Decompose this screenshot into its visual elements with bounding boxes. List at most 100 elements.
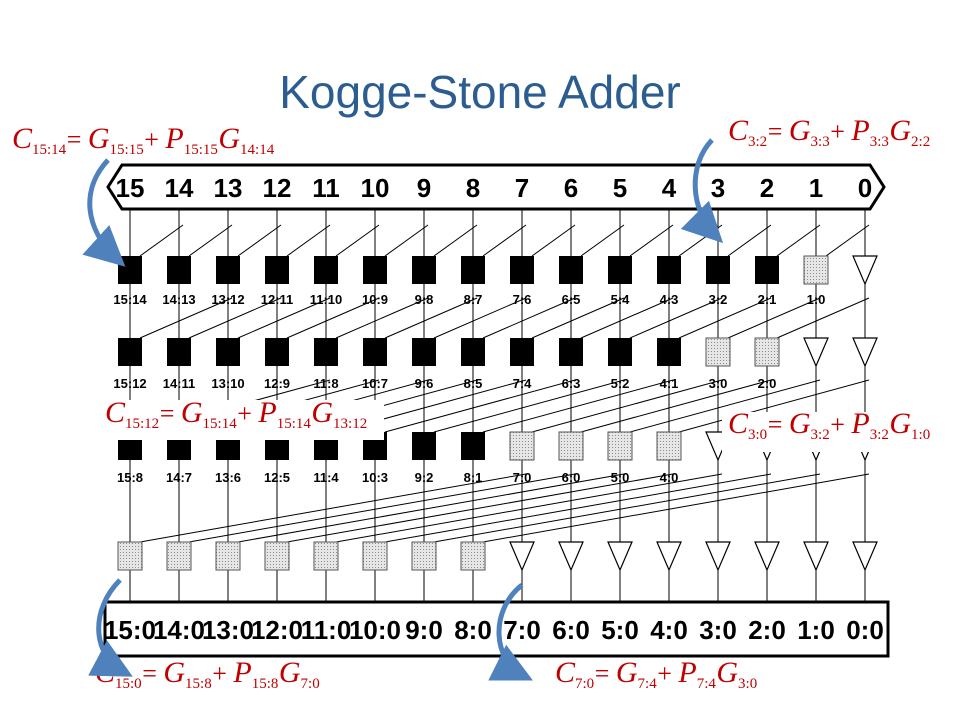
carry-wire	[433, 379, 625, 433]
cell-label: 12:9	[264, 376, 290, 391]
carry-wire	[237, 224, 282, 257]
cell-label: 5:2	[611, 376, 630, 391]
black-cell	[510, 338, 534, 366]
carry-wire	[188, 473, 576, 543]
carry-wire	[335, 224, 380, 257]
buffer-cell	[803, 337, 829, 368]
bit-index: 15	[116, 173, 145, 203]
cell-label: 12:5	[264, 470, 290, 485]
cell-label: 15:12	[113, 376, 146, 391]
cell-label: 4:3	[660, 292, 679, 307]
output-label: 0:0	[846, 615, 884, 645]
equation-backdrop	[100, 400, 384, 440]
cell-label: 14:13	[162, 292, 195, 307]
carry-wire	[237, 473, 625, 543]
buffer-cell	[705, 541, 731, 572]
carry-wire	[629, 297, 723, 339]
black-cell	[461, 256, 485, 284]
page-title: Kogge-Stone Adder	[279, 66, 681, 118]
carry-wire	[531, 379, 723, 433]
carry-wire	[237, 297, 331, 339]
carry-equation: C15:14 = G15:15 + P15:15 G14:14	[12, 122, 275, 158]
buffer-cell	[607, 541, 633, 572]
cell-label: 11:8	[313, 376, 338, 391]
bit-index: 10	[361, 173, 390, 203]
gray-cell	[509, 431, 535, 461]
carry-wire	[482, 224, 527, 257]
carry-wire	[629, 224, 674, 257]
prefix-level-4	[117, 541, 878, 572]
bit-index: 7	[515, 173, 529, 203]
black-cell	[510, 256, 534, 284]
carry-equation: C3:2 = G3:3 + P3:3 G2:2	[728, 114, 930, 150]
cell-label: 14:7	[166, 470, 192, 485]
gray-cell	[754, 337, 780, 367]
carry-wire	[580, 224, 625, 257]
carry-wire	[188, 297, 282, 339]
buffer-cell	[803, 541, 829, 572]
cell-label: 5:4	[611, 292, 631, 307]
cell-label: 3:0	[709, 376, 728, 391]
cell-label: 9:8	[415, 292, 434, 307]
bit-index: 4	[662, 173, 677, 203]
carry-wire	[139, 224, 184, 257]
cell-label: 6:5	[562, 292, 581, 307]
cell-label: 10:7	[362, 376, 388, 391]
black-cell	[118, 256, 142, 284]
carry-wire	[727, 224, 772, 257]
output-label: 11:0	[301, 615, 352, 645]
equations: C15:14 = G15:15 + P15:15 G14:14 C3:2 = G…	[5, 114, 952, 692]
cell-label: 9:6	[415, 376, 434, 391]
output-label: 14:0	[153, 615, 205, 645]
black-cell	[167, 256, 191, 284]
output-label: 8:0	[454, 615, 492, 645]
gray-cell	[313, 541, 339, 571]
bit-index: 11	[312, 173, 340, 203]
black-cell	[265, 256, 289, 284]
black-cell	[363, 256, 387, 284]
bit-index: 3	[711, 173, 725, 203]
black-cell	[363, 338, 387, 366]
carry-wire	[384, 297, 478, 339]
cell-label: 13:6	[215, 470, 241, 485]
black-cell	[461, 338, 485, 366]
carry-wire	[335, 297, 429, 339]
carry-wire	[482, 379, 674, 433]
carry-wire	[139, 297, 233, 339]
equation-backdrop	[5, 124, 293, 162]
carry-wire	[727, 297, 821, 339]
carry-wire	[433, 224, 478, 257]
bit-index: 8	[466, 173, 480, 203]
gray-cell	[705, 337, 731, 367]
cell-label: 5:0	[611, 470, 630, 485]
cell-label: 10:3	[362, 470, 388, 485]
cell-label: 14:11	[163, 376, 196, 391]
carry-wire	[384, 379, 576, 433]
cell-label: 2:1	[758, 292, 777, 307]
carry-equation: C3:0 = G3:2 + P3:2 G1:0	[728, 407, 930, 443]
black-cell	[559, 256, 583, 284]
carry-wire	[384, 473, 772, 543]
black-cell	[412, 256, 436, 284]
cell-label: 10:9	[362, 292, 388, 307]
output-label: 15:0	[104, 615, 156, 645]
carry-wire	[384, 224, 429, 257]
black-cell	[314, 256, 338, 284]
arrow-c7-0	[488, 583, 533, 681]
gray-cell	[558, 431, 584, 461]
black-cell	[755, 256, 779, 284]
carry-wire	[629, 379, 821, 433]
output-label: 2:0	[748, 615, 786, 645]
arrow-c3-2	[680, 138, 724, 244]
black-cell	[265, 338, 289, 366]
carry-wire	[286, 297, 380, 339]
output-label: 6:0	[552, 615, 590, 645]
black-cell	[608, 256, 632, 284]
carry-wire	[482, 473, 870, 543]
buffer-cell	[558, 541, 584, 572]
bit-index: 2	[760, 173, 774, 203]
cell-label: 15:14	[113, 292, 147, 307]
black-cell	[461, 432, 485, 460]
cell-label: 3:2	[709, 292, 728, 307]
output-label: 13:0	[202, 615, 254, 645]
